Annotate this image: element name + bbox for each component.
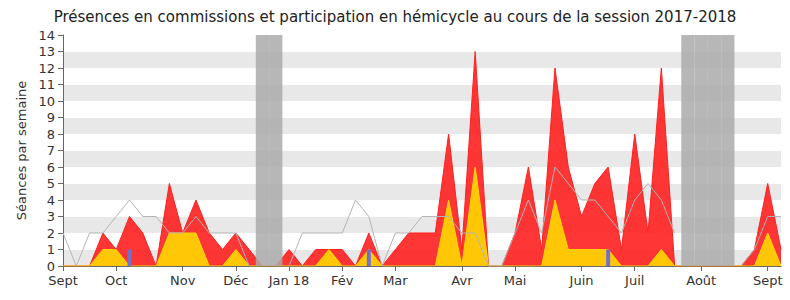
svg-text:Juin: Juin xyxy=(569,273,594,288)
svg-text:14: 14 xyxy=(38,28,55,43)
svg-text:Juil: Juil xyxy=(624,273,644,288)
svg-text:3: 3 xyxy=(47,209,55,224)
svg-text:12: 12 xyxy=(38,61,55,76)
svg-text:0: 0 xyxy=(47,259,55,274)
svg-text:Avr: Avr xyxy=(451,273,473,288)
svg-text:2: 2 xyxy=(47,226,55,241)
svg-text:11: 11 xyxy=(38,77,55,92)
svg-text:Séances par semaine: Séances par semaine xyxy=(14,81,29,220)
svg-text:5: 5 xyxy=(47,176,55,191)
svg-text:Jan 18: Jan 18 xyxy=(268,273,310,288)
svg-text:Déc: Déc xyxy=(223,273,248,288)
svg-text:Sept: Sept xyxy=(48,273,78,288)
svg-text:9: 9 xyxy=(47,110,55,125)
svg-text:4: 4 xyxy=(47,193,55,208)
svg-text:Oct: Oct xyxy=(105,273,127,288)
svg-text:6: 6 xyxy=(47,160,55,175)
svg-text:Mar: Mar xyxy=(383,273,408,288)
svg-text:7: 7 xyxy=(47,143,55,158)
svg-text:1: 1 xyxy=(47,242,55,257)
svg-text:Mai: Mai xyxy=(504,273,527,288)
svg-text:8: 8 xyxy=(47,127,55,142)
svg-text:Août: Août xyxy=(686,273,716,288)
svg-text:Sept: Sept xyxy=(753,273,783,288)
svg-text:10: 10 xyxy=(38,94,55,109)
svg-text:Présences en commissions et pa: Présences en commissions et participatio… xyxy=(54,8,737,26)
svg-text:Fév: Fév xyxy=(331,273,354,288)
svg-text:Nov: Nov xyxy=(170,273,196,288)
svg-text:13: 13 xyxy=(38,44,55,59)
